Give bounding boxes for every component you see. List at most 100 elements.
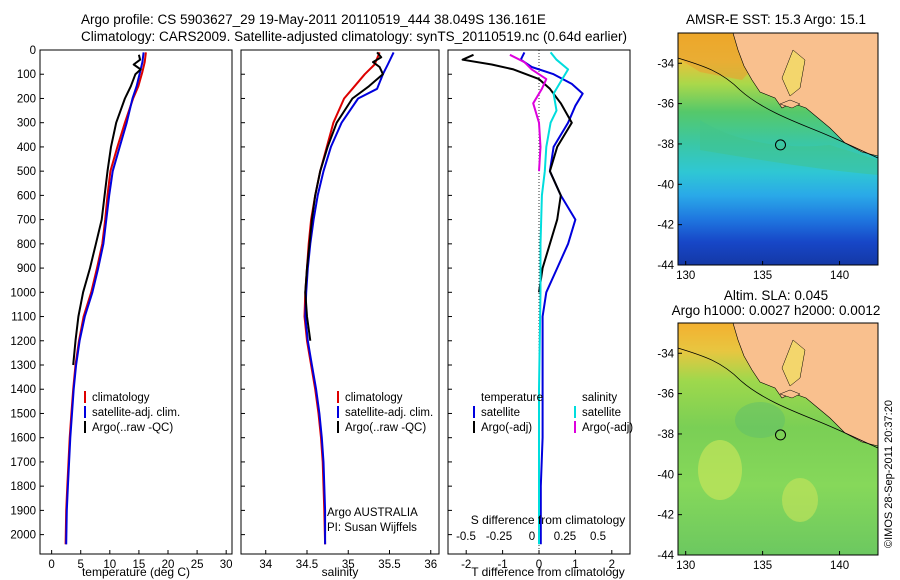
y-tick-label: 900 [17,263,36,275]
map-x-tick-label: 130 [676,560,695,572]
x-tick-label: 34 [259,559,272,571]
x-tick-label: 0 [48,559,54,571]
shelf-contour [677,57,879,159]
x-top-tick-label: -0.5 [456,531,476,543]
sla-map-title-line2: Argo h1000: 0.0027 h2000: 0.0012 [672,303,881,318]
legend-label-s-satellite: satellite [582,407,621,419]
temperature-xlabel: temperature (deg C) [82,565,190,579]
shelf-contour [677,347,879,449]
series-line-argo-adj [461,53,573,293]
map-y-tick-label: -36 [657,99,674,111]
map-y-tick-label: -44 [657,260,674,272]
x-tick-label: 36 [424,559,437,571]
argo-pi-label: PI: Susan Wijffels [327,522,417,534]
map-y-tick-label: -38 [657,139,674,151]
legend-label-s-argo: Argo(-adj) [582,422,633,434]
difference-axes: -2 -1 0 1 2 -0.5 -0.25 0 0.25 0.5 [448,49,615,571]
y-tick-label: 400 [17,142,36,154]
y-tick-label: 200 [17,93,36,105]
map-x-tick-label: 135 [753,270,772,282]
map-y-tick-label: -38 [657,429,674,441]
map-y-tick-label: -34 [657,348,674,360]
x-tick-label: 25 [191,559,204,571]
y-tick-label: 1100 [11,312,36,324]
x-tick-label: 30 [220,559,233,571]
temperature-series [64,52,147,545]
y-tick-label: 1300 [10,360,36,372]
y-tick-label: 1000 [10,287,36,299]
series-line-satellite-adj-clim [65,52,145,545]
x-tick-label: 2 [609,559,615,571]
sla-map [677,322,879,556]
x-top-tick-label: 0 [529,531,535,543]
legend-label-t-argo: Argo(-adj) [481,422,532,434]
legend-label-satellite: satellite-adj. clim. [345,407,433,419]
sla-map-axes: 130 135 140 -34 -36 -38 -40 -42 -44 [657,348,849,572]
spencer-gulf [781,49,806,97]
sla-map-title-line1: Altim. SLA: 0.045 [724,288,828,303]
sla-map-frame [677,322,879,556]
sla-anomaly-patch [698,440,742,500]
kangaroo-island [779,389,801,399]
argo-position-marker [775,429,786,441]
kangaroo-island [779,99,801,109]
map-y-tick-label: -42 [657,220,674,232]
y-tick-label: 1700 [10,457,36,469]
x-tick-label: 15 [133,559,146,571]
x-tick-label: 5 [78,559,84,571]
series-line-argo-adj [509,53,548,172]
salinity-xlabel: salinity [322,565,359,579]
map-y-tick-label: -42 [657,510,674,522]
salinity-series [303,51,395,545]
legend-label-climatology: climatology [92,392,150,404]
difference-legend: temperature satellite Argo(-adj) salinit… [473,392,633,434]
sst-cool-patch [700,120,878,175]
x-tick-label: -2 [461,559,471,571]
map-x-tick-label: 135 [753,560,772,572]
x-tick-label: 34.5 [296,559,318,571]
temperature-panel [39,49,233,555]
x-tick-label: 1 [572,559,578,571]
map-y-tick-label: -36 [657,389,674,401]
x-tick-label: 20 [162,559,175,571]
y-tick-label: 2000 [10,530,36,542]
map-x-tick-label: 140 [830,560,849,572]
map-y-tick-label: -34 [657,58,674,70]
y-tick-label: 300 [17,118,36,130]
x-tick-label: 35.5 [378,559,400,571]
y-tick-label: 600 [17,190,36,202]
legend-label-argo: Argo(..raw -QC) [92,422,173,434]
sst-map-frame [677,32,879,266]
difference-xlabel: T difference from climatology [471,565,625,579]
y-tick-label: 500 [17,166,36,178]
figure-title-line1: Argo profile: CS 5903627_29 19-May-2011 … [81,12,546,27]
x-top-tick-label: 0.5 [590,531,606,543]
legend-label-satellite: satellite-adj. clim. [92,407,180,419]
sst-map-axes: 130 135 140 -34 -36 -38 -40 -42 -44 [657,58,849,282]
difference-series [461,51,584,545]
y-tick-label: 1800 [10,481,36,493]
y-tick-label: 1600 [10,433,36,445]
spencer-gulf [781,339,806,387]
series-line-argo-raw-qc [304,51,384,341]
temperature-axes: 0100200300400500600700800900100011001200… [10,45,232,571]
x-tick-label: 35 [342,559,355,571]
salinity-panel [240,49,440,555]
y-tick-label: 0 [30,45,36,57]
x-tick-label: 10 [103,559,116,571]
sst-map [677,32,879,266]
y-tick-label: 1400 [10,384,36,396]
salinity-axes: 34 34.5 35 35.5 36 [241,49,437,571]
legend-label-argo: Argo(..raw -QC) [345,422,426,434]
legend-label-climatology: climatology [345,392,403,404]
map-y-tick-label: -40 [657,179,674,191]
series-line-satellite [538,51,570,545]
y-tick-label: 700 [17,215,36,227]
map-y-tick-label: -44 [657,550,674,562]
y-tick-label: 1900 [10,505,36,517]
x-tick-label: -1 [497,559,507,571]
legend-title-salinity: salinity [582,392,617,404]
y-tick-label: 800 [17,239,36,251]
x-top-tick-label: 0.25 [554,531,576,543]
